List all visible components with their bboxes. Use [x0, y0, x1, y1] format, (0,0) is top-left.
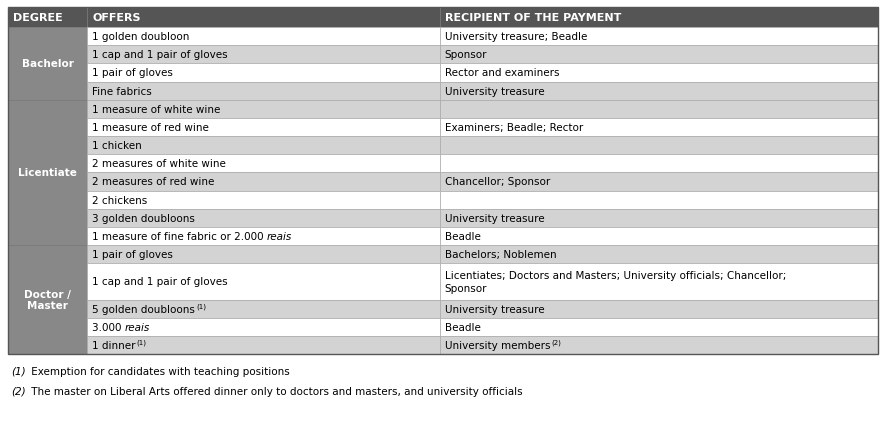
Text: DEGREE: DEGREE: [13, 13, 63, 23]
Bar: [439, 173, 878, 191]
Bar: [8, 246, 87, 354]
Text: 1 cap and 1 pair of gloves: 1 cap and 1 pair of gloves: [92, 277, 228, 287]
Text: reais: reais: [125, 322, 150, 332]
Bar: [87, 246, 439, 263]
Text: University treasure; Beadle: University treasure; Beadle: [445, 32, 587, 42]
Text: (2): (2): [551, 339, 561, 345]
Bar: [439, 227, 878, 246]
Bar: [439, 300, 878, 318]
Bar: [87, 100, 439, 118]
Bar: [87, 173, 439, 191]
Bar: [439, 82, 878, 100]
Text: (1): (1): [196, 302, 206, 309]
Bar: [87, 318, 439, 336]
Text: (1): (1): [136, 339, 147, 345]
Text: University treasure: University treasure: [445, 213, 544, 223]
Text: Examiners; Beadle; Rector: Examiners; Beadle; Rector: [445, 123, 583, 133]
Bar: [87, 336, 439, 354]
Bar: [439, 209, 878, 227]
Bar: [87, 82, 439, 100]
Text: 1 chicken: 1 chicken: [92, 141, 142, 151]
Bar: [439, 318, 878, 336]
Text: 1 measure of white wine: 1 measure of white wine: [92, 105, 221, 115]
Text: 5 golden doubloons: 5 golden doubloons: [92, 304, 195, 314]
Text: Licentiate: Licentiate: [18, 168, 77, 178]
Bar: [8, 8, 87, 28]
Text: Exemption for candidates with teaching positions: Exemption for candidates with teaching p…: [27, 366, 290, 376]
Text: University treasure: University treasure: [445, 304, 544, 314]
Bar: [87, 28, 439, 46]
Text: Licentiates; Doctors and Masters; University officials; Chancellor;
Sponsor: Licentiates; Doctors and Masters; Univer…: [445, 270, 786, 293]
Text: Bachelors; Noblemen: Bachelors; Noblemen: [445, 250, 556, 260]
Text: 2 measures of white wine: 2 measures of white wine: [92, 159, 226, 169]
Bar: [439, 191, 878, 209]
Text: OFFERS: OFFERS: [92, 13, 141, 23]
Text: 2 measures of red wine: 2 measures of red wine: [92, 177, 214, 187]
Bar: [439, 28, 878, 46]
Text: 3 golden doubloons: 3 golden doubloons: [92, 213, 195, 223]
Text: (2): (2): [11, 386, 26, 396]
Text: Sponsor: Sponsor: [445, 50, 487, 60]
Bar: [87, 46, 439, 64]
Text: Rector and examiners: Rector and examiners: [445, 68, 559, 78]
Text: University members: University members: [445, 340, 550, 350]
Bar: [439, 100, 878, 118]
Text: 1 cap and 1 pair of gloves: 1 cap and 1 pair of gloves: [92, 50, 228, 60]
Bar: [439, 64, 878, 82]
Text: Fine fabrics: Fine fabrics: [92, 86, 152, 96]
Text: 1 dinner: 1 dinner: [92, 340, 136, 350]
Bar: [8, 100, 87, 246]
Text: 1 pair of gloves: 1 pair of gloves: [92, 250, 173, 260]
Bar: [87, 191, 439, 209]
Text: 1 measure of red wine: 1 measure of red wine: [92, 123, 209, 133]
Bar: [439, 155, 878, 173]
Bar: [87, 209, 439, 227]
Bar: [439, 246, 878, 263]
Bar: [87, 263, 439, 300]
Bar: [8, 28, 87, 100]
Text: (1): (1): [11, 366, 26, 376]
Text: 1 measure of fine fabric or 2.000: 1 measure of fine fabric or 2.000: [92, 231, 267, 241]
Bar: [87, 227, 439, 246]
Text: RECIPIENT OF THE PAYMENT: RECIPIENT OF THE PAYMENT: [445, 13, 621, 23]
Bar: [87, 137, 439, 155]
Text: The master on Liberal Arts offered dinner only to doctors and masters, and unive: The master on Liberal Arts offered dinne…: [27, 386, 522, 396]
Bar: [87, 8, 439, 28]
Bar: [439, 137, 878, 155]
Text: Beadle: Beadle: [445, 231, 480, 241]
Bar: [87, 118, 439, 137]
Text: 2 chickens: 2 chickens: [92, 195, 147, 205]
Bar: [87, 64, 439, 82]
Text: Chancellor; Sponsor: Chancellor; Sponsor: [445, 177, 550, 187]
Bar: [439, 118, 878, 137]
Bar: [439, 8, 878, 28]
Text: University treasure: University treasure: [445, 86, 544, 96]
Text: 1 pair of gloves: 1 pair of gloves: [92, 68, 173, 78]
Text: 1 golden doubloon: 1 golden doubloon: [92, 32, 190, 42]
Bar: [8, 8, 878, 354]
Bar: [87, 300, 439, 318]
Bar: [439, 263, 878, 300]
Text: Beadle: Beadle: [445, 322, 480, 332]
Bar: [439, 336, 878, 354]
Text: reais: reais: [267, 231, 292, 241]
Text: 3.000: 3.000: [92, 322, 125, 332]
Bar: [439, 46, 878, 64]
Text: Doctor /
Master: Doctor / Master: [24, 289, 71, 311]
Text: Bachelor: Bachelor: [21, 59, 74, 69]
Bar: [87, 155, 439, 173]
